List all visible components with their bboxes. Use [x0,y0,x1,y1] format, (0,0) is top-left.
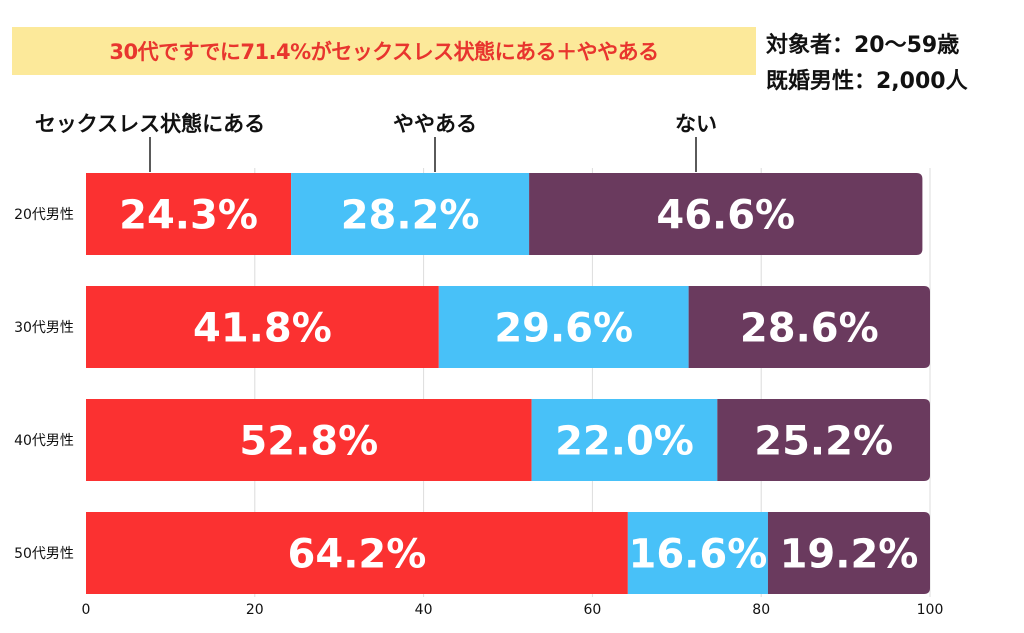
data-label: 28.6% [740,305,879,351]
category-label: 40代男性 [14,433,74,449]
tick-label: 20 [246,602,264,618]
tick-label: 100 [917,602,944,618]
data-label: 41.8% [193,305,332,351]
bar-segment [529,173,923,255]
survey-sample-size: 既婚男性：2,000人 [766,69,968,94]
data-label: 46.6% [656,192,795,238]
bar-segment [86,173,292,255]
bar-segment [767,512,930,594]
category-labels: 20代男性 30代男性 40代男性 50代男性 [14,207,74,562]
legend: セックスレス状態にある ややある ない [35,112,717,172]
category-label: 50代男性 [14,546,74,562]
bar-segment [688,286,930,368]
data-label: 52.8% [239,418,378,464]
legend-entry: ややある [393,112,477,136]
bar-segment [86,512,628,594]
data-label: 24.3% [119,192,258,238]
bar-segment [86,399,532,481]
tick-label: 60 [583,602,601,618]
data-label: 22.0% [555,418,694,464]
data-label: 29.6% [494,305,633,351]
bar-segment [531,399,718,481]
tick-label: 0 [82,602,91,618]
bars-group: 24.3% 28.2% 46.6% 41.8% 29.6% 28.6% 52.8% 22.0%… [86,173,930,594]
bar-segment [438,286,689,368]
bar-segment [627,512,768,594]
legend-entry: ない [675,112,717,136]
chart-headline: 30代ですでに71.4%がセックスレス状態にある＋ややある [12,27,756,75]
legend-entry: セックスレス状態にある [35,112,265,136]
bar-segment [717,399,930,481]
category-label: 20代男性 [14,207,74,223]
data-label: 25.2% [754,418,893,464]
category-label: 30代男性 [14,320,74,336]
tick-label: 80 [752,602,770,618]
data-label: 16.6% [629,531,768,577]
data-label: 19.2% [780,531,919,577]
tick-label: 40 [415,602,433,618]
survey-target: 対象者：20〜59歳 [766,33,960,58]
survey-meta: 対象者：20〜59歳 既婚男性：2,000人 [766,28,968,100]
data-label: 64.2% [288,531,427,577]
bar-segment [86,286,439,368]
x-axis-ticks: 0 20 40 60 80 100 [82,602,944,618]
data-label: 28.2% [341,192,480,238]
bar-segment [291,173,530,255]
